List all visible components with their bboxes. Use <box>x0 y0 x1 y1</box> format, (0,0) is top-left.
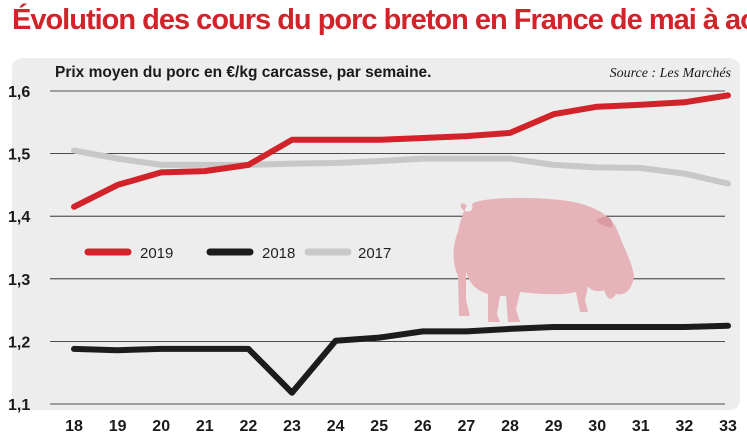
y-tick-label: 1,6 <box>8 84 30 101</box>
x-tick-label: 20 <box>152 418 170 435</box>
x-tick-label: 24 <box>327 418 345 435</box>
series-lines <box>71 92 731 396</box>
y-tick-label: 1,1 <box>8 397 30 414</box>
x-tick-label: 26 <box>414 418 432 435</box>
chart-title: Évolution des cours du porc breton en Fr… <box>12 4 747 36</box>
series-line-2018 <box>71 322 731 396</box>
x-tick-label: 30 <box>588 418 606 435</box>
x-tick-label: 23 <box>283 418 301 435</box>
x-tick-label: 27 <box>458 418 476 435</box>
y-tick-label: 1,4 <box>8 209 30 226</box>
legend-label-2018: 2018 <box>262 245 295 262</box>
x-tick-label: 22 <box>240 418 258 435</box>
chart-source: Source : Les Marchés <box>609 66 731 81</box>
x-tick-label: 31 <box>632 418 650 435</box>
y-tick-label: 1,5 <box>8 147 30 164</box>
legend-label-2017: 2017 <box>358 245 391 262</box>
y-axis-labels: 1,1 1,2 1,3 1,4 1,5 1,6 <box>8 84 30 414</box>
legend: 2019 2018 2017 <box>84 245 391 262</box>
x-tick-label: 32 <box>676 418 694 435</box>
x-tick-label: 25 <box>370 418 388 435</box>
pig-icon <box>453 197 634 322</box>
x-tick-label: 21 <box>196 418 214 435</box>
x-tick-label: 33 <box>719 418 737 435</box>
grid-lines <box>50 90 725 405</box>
x-tick-label: 18 <box>65 418 83 435</box>
y-tick-label: 1,3 <box>8 272 30 289</box>
x-axis-labels: 18 19 20 21 22 23 24 25 26 27 28 29 30 31 32 33 <box>65 418 737 435</box>
series-line-2019 <box>71 92 731 210</box>
chart-subtitle: Prix moyen du porc en €/kg carcasse, par… <box>55 64 432 81</box>
series-line-2017 <box>71 147 731 187</box>
x-tick-label: 29 <box>545 418 563 435</box>
x-tick-label: 19 <box>109 418 127 435</box>
x-tick-label: 28 <box>501 418 519 435</box>
legend-label-2019: 2019 <box>140 245 173 262</box>
y-tick-label: 1,2 <box>8 334 30 351</box>
